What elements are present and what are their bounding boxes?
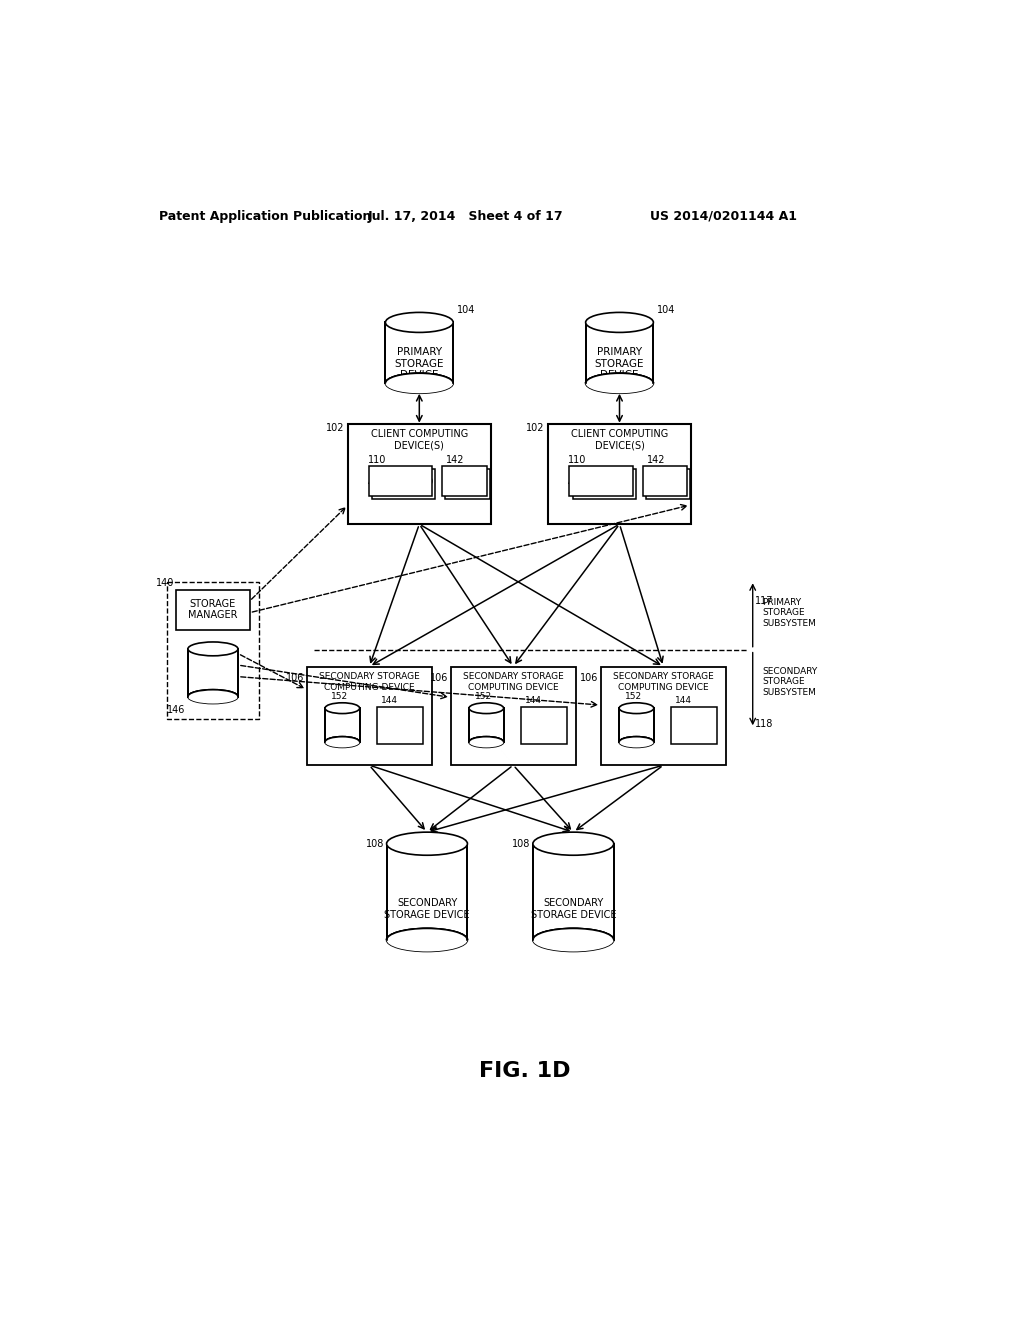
Ellipse shape bbox=[469, 737, 504, 747]
Text: MEDIA
AGENT: MEDIA AGENT bbox=[528, 715, 559, 735]
Text: 152: 152 bbox=[331, 692, 348, 701]
Text: DATA
AGENT(S): DATA AGENT(S) bbox=[645, 471, 685, 491]
Text: SECONDARY
STORAGE
SUBSYSTEM: SECONDARY STORAGE SUBSYSTEM bbox=[762, 667, 817, 697]
Bar bbox=[442, 466, 487, 496]
Text: APPLICATION(S): APPLICATION(S) bbox=[368, 477, 434, 486]
Text: 106: 106 bbox=[430, 673, 449, 684]
Text: 108: 108 bbox=[512, 838, 530, 849]
Text: 144: 144 bbox=[381, 696, 397, 705]
Text: Jul. 17, 2014   Sheet 4 of 17: Jul. 17, 2014 Sheet 4 of 17 bbox=[368, 210, 563, 223]
Ellipse shape bbox=[620, 737, 653, 747]
Text: 142: 142 bbox=[446, 455, 465, 465]
Text: SECONDARY
STORAGE DEVICE: SECONDARY STORAGE DEVICE bbox=[384, 898, 470, 920]
Bar bbox=[521, 706, 567, 743]
Bar bbox=[370, 466, 432, 496]
Ellipse shape bbox=[387, 832, 467, 855]
Bar bbox=[325, 708, 359, 742]
Text: 144: 144 bbox=[524, 696, 542, 705]
Ellipse shape bbox=[325, 702, 359, 714]
Bar bbox=[176, 590, 250, 630]
Bar bbox=[646, 470, 690, 499]
Ellipse shape bbox=[469, 737, 504, 747]
Text: SECONDARY
STORAGE DEVICE: SECONDARY STORAGE DEVICE bbox=[530, 898, 616, 920]
Bar bbox=[385, 322, 454, 383]
Bar bbox=[620, 708, 653, 742]
Text: 102: 102 bbox=[526, 422, 545, 433]
Ellipse shape bbox=[325, 737, 359, 747]
Text: 152: 152 bbox=[475, 692, 493, 701]
Ellipse shape bbox=[586, 374, 653, 393]
Text: 152: 152 bbox=[626, 692, 642, 701]
Ellipse shape bbox=[586, 374, 653, 393]
Text: 106: 106 bbox=[581, 673, 599, 684]
Ellipse shape bbox=[385, 313, 454, 333]
Ellipse shape bbox=[325, 737, 359, 747]
Text: SECONDARY STORAGE
COMPUTING DEVICE: SECONDARY STORAGE COMPUTING DEVICE bbox=[318, 672, 420, 692]
Text: 140: 140 bbox=[156, 578, 174, 589]
Text: SECONDARY STORAGE
COMPUTING DEVICE: SECONDARY STORAGE COMPUTING DEVICE bbox=[613, 672, 714, 692]
Bar bbox=[387, 843, 467, 940]
Text: 118: 118 bbox=[755, 719, 773, 730]
Bar bbox=[451, 667, 575, 766]
Text: 110: 110 bbox=[568, 455, 587, 465]
Bar bbox=[307, 667, 432, 766]
Text: US 2014/0201144 A1: US 2014/0201144 A1 bbox=[650, 210, 797, 223]
Text: 142: 142 bbox=[646, 455, 665, 465]
Text: 146: 146 bbox=[167, 705, 185, 714]
Bar bbox=[348, 424, 490, 524]
Bar bbox=[572, 470, 636, 499]
Ellipse shape bbox=[532, 928, 613, 952]
Text: STORAGE
MANAGER: STORAGE MANAGER bbox=[188, 599, 238, 620]
Text: 110: 110 bbox=[368, 455, 386, 465]
Ellipse shape bbox=[620, 737, 653, 747]
Text: CLIENT COMPUTING
DEVICE(S): CLIENT COMPUTING DEVICE(S) bbox=[371, 429, 468, 450]
Text: 104: 104 bbox=[457, 305, 475, 315]
Bar bbox=[601, 667, 726, 766]
Ellipse shape bbox=[532, 832, 613, 855]
Text: PRIMARY
STORAGE
SUBSYSTEM: PRIMARY STORAGE SUBSYSTEM bbox=[762, 598, 816, 627]
Text: 144: 144 bbox=[675, 696, 692, 705]
Bar bbox=[532, 843, 613, 940]
Ellipse shape bbox=[620, 702, 653, 714]
Bar bbox=[377, 706, 423, 743]
Bar bbox=[469, 708, 504, 742]
Text: 108: 108 bbox=[366, 838, 384, 849]
Ellipse shape bbox=[188, 689, 238, 704]
Text: 104: 104 bbox=[657, 305, 676, 315]
Text: PRIMARY
STORAGE
DEVICE: PRIMARY STORAGE DEVICE bbox=[394, 347, 444, 380]
Text: 102: 102 bbox=[326, 422, 344, 433]
Text: CLIENT COMPUTING
DEVICE(S): CLIENT COMPUTING DEVICE(S) bbox=[571, 429, 668, 450]
Ellipse shape bbox=[469, 702, 504, 714]
Text: DATA
AGENT(S): DATA AGENT(S) bbox=[444, 471, 485, 491]
Ellipse shape bbox=[385, 374, 454, 393]
Bar bbox=[586, 322, 653, 383]
Text: 106: 106 bbox=[286, 673, 304, 684]
Bar bbox=[188, 649, 238, 697]
Text: APPLICATION(S): APPLICATION(S) bbox=[568, 477, 634, 486]
Text: FIG. 1D: FIG. 1D bbox=[479, 1061, 570, 1081]
Text: Patent Application Publication: Patent Application Publication bbox=[159, 210, 372, 223]
Ellipse shape bbox=[532, 928, 613, 952]
Ellipse shape bbox=[586, 313, 653, 333]
Ellipse shape bbox=[387, 928, 467, 952]
Ellipse shape bbox=[188, 642, 238, 656]
Bar bbox=[643, 466, 687, 496]
Bar bbox=[569, 466, 633, 496]
Text: SECONDARY STORAGE
COMPUTING DEVICE: SECONDARY STORAGE COMPUTING DEVICE bbox=[463, 672, 563, 692]
Text: PRIMARY
STORAGE
DEVICE: PRIMARY STORAGE DEVICE bbox=[595, 347, 644, 380]
Text: MEDIA
AGENT: MEDIA AGENT bbox=[385, 715, 416, 735]
Bar bbox=[167, 582, 259, 719]
Ellipse shape bbox=[387, 928, 467, 952]
Bar bbox=[445, 470, 490, 499]
Bar bbox=[373, 470, 435, 499]
Ellipse shape bbox=[188, 689, 238, 704]
Ellipse shape bbox=[385, 374, 454, 393]
Text: MEDIA
AGENT: MEDIA AGENT bbox=[679, 715, 710, 735]
Bar bbox=[548, 424, 691, 524]
Text: 117: 117 bbox=[755, 597, 773, 606]
Bar bbox=[671, 706, 717, 743]
